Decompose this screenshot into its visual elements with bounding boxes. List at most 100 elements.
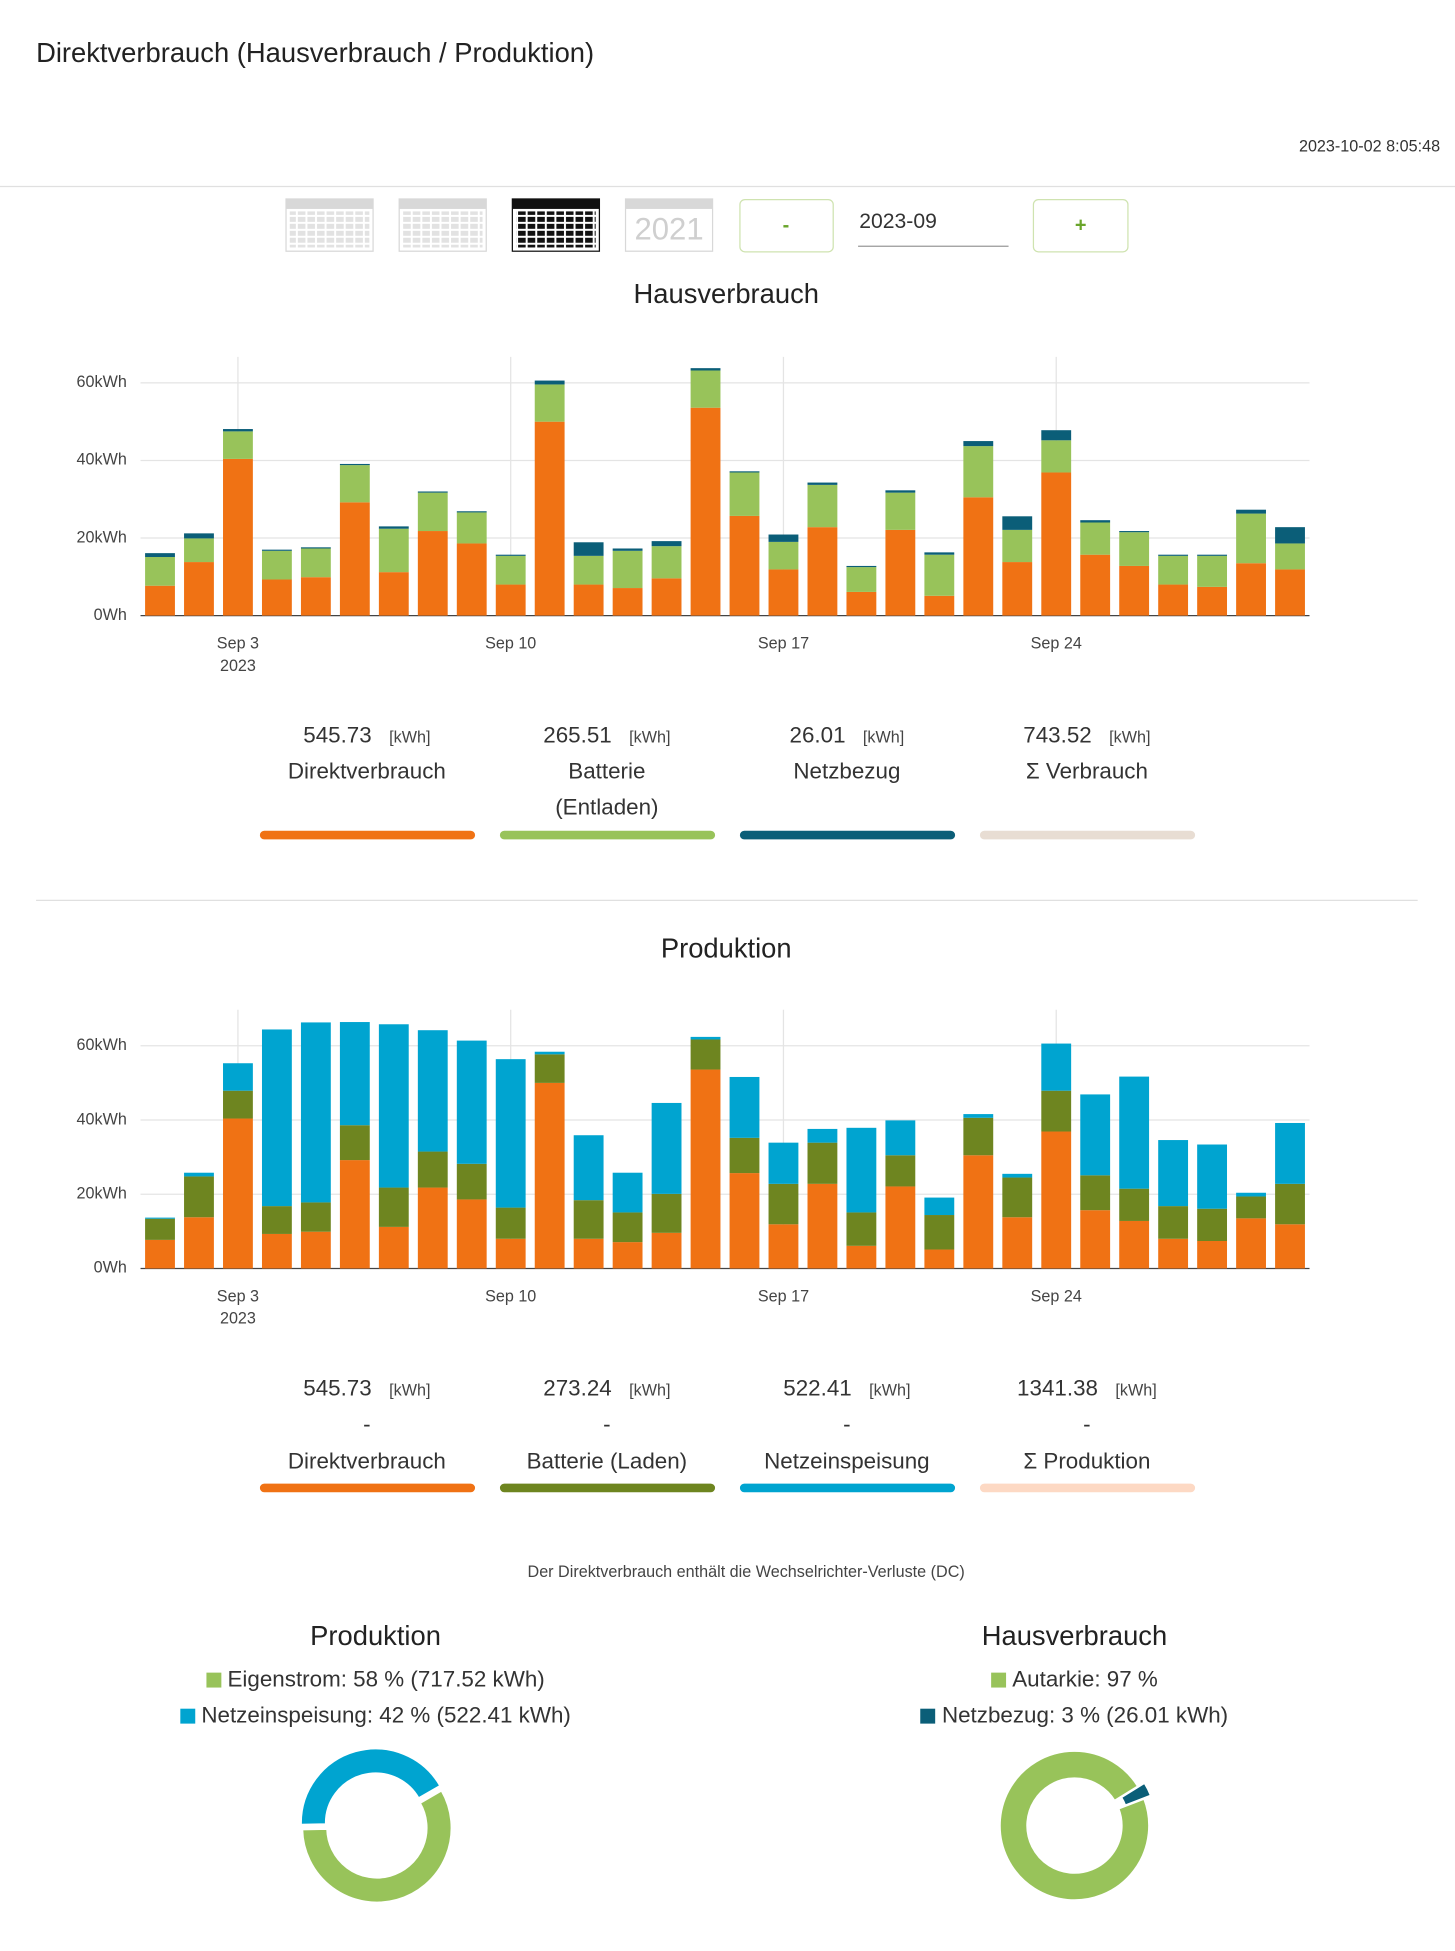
bar-segment <box>612 548 643 551</box>
bar-segment <box>1119 1188 1150 1221</box>
bar-segment <box>300 1022 331 1203</box>
summary-separator: - <box>603 1411 611 1437</box>
bar-segment <box>573 1200 604 1239</box>
x-tick-sublabel: 2023 <box>220 1310 256 1328</box>
bar-segment <box>1275 1183 1305 1225</box>
bar-segment <box>924 1215 955 1250</box>
summary-value: 545.73 <box>303 722 372 748</box>
bar-segment <box>261 550 292 580</box>
bar-segment <box>1236 509 1266 514</box>
summary-item: 26.01 [kWh] Netzbezug <box>739 715 955 844</box>
x-tick-label: Sep 24 <box>1031 634 1082 652</box>
bar-segment <box>846 1245 877 1269</box>
bar-segment <box>1236 1192 1266 1197</box>
bar-segment <box>651 1193 682 1233</box>
bar-segment <box>378 1226 409 1269</box>
bar-segment <box>1197 554 1228 556</box>
summary-unit: [kWh] <box>1115 1380 1157 1400</box>
bar-segment <box>261 1206 292 1234</box>
bar-segment <box>1002 1177 1033 1218</box>
bar-segment <box>924 595 955 616</box>
bar-segment <box>963 1155 994 1269</box>
bar-segment <box>261 549 292 551</box>
bar-segment <box>1002 516 1033 530</box>
summary-unit: [kWh] <box>389 727 431 747</box>
y-tick-label: 60kWh <box>77 373 127 391</box>
period-value: 2023-09 <box>859 210 937 233</box>
bar-segment <box>807 482 838 485</box>
bar-segment <box>1275 543 1305 570</box>
previous-button[interactable]: - <box>739 198 834 253</box>
bar-segment <box>261 1029 292 1207</box>
bar-segment <box>768 1142 799 1184</box>
x-tick-label: Sep 24 <box>1031 1287 1082 1305</box>
bar-segment <box>768 534 799 542</box>
week-view-icon[interactable] <box>398 198 487 252</box>
donut-segment <box>300 1747 442 1826</box>
bar-segment <box>184 1217 214 1269</box>
bar-segment <box>495 1059 526 1208</box>
bar-segment <box>456 1163 487 1200</box>
bar-segment <box>378 1024 409 1188</box>
day-view-icon[interactable] <box>285 198 374 252</box>
bar-segment <box>184 533 214 539</box>
bar-segment <box>339 463 370 466</box>
bar-segment <box>495 1238 526 1269</box>
bar-segment <box>1041 1131 1072 1269</box>
bar-segment <box>573 555 604 585</box>
month-view-icon[interactable] <box>511 198 601 252</box>
legend-swatch <box>180 1708 196 1724</box>
bar-segment <box>145 553 175 558</box>
bar-segment <box>261 579 292 616</box>
bar-segment <box>223 431 253 459</box>
bar-segment <box>1236 513 1266 564</box>
year-view-icon[interactable]: 2021 <box>624 198 714 252</box>
bar-segment <box>417 1030 448 1152</box>
legend-item: Netzeinspeisung: 42 % (522.41 kWh) <box>65 1700 687 1730</box>
summary-item: 545.73 [kWh] - Direktverbrauch <box>259 1368 475 1497</box>
bar-segment <box>612 1172 643 1213</box>
bar-segment <box>1119 531 1150 533</box>
bar-segment <box>223 458 253 616</box>
previous-label: - <box>783 215 790 237</box>
bar-segment <box>300 1231 331 1269</box>
x-tick-label: Sep 10 <box>485 634 536 652</box>
bar-segment <box>768 1183 799 1225</box>
summary-value: 26.01 <box>789 722 846 748</box>
bar-segment <box>145 585 175 616</box>
x-tick-label: Sep 10 <box>485 1287 536 1305</box>
bar-segment <box>963 1117 994 1156</box>
bar-segment <box>729 472 760 516</box>
bar-segment <box>1119 532 1150 566</box>
summary-color-bar <box>499 1483 715 1493</box>
bar-segment <box>1080 1094 1111 1176</box>
bar-segment <box>885 1120 916 1156</box>
next-button[interactable]: + <box>1032 198 1129 253</box>
summary-value: 522.41 <box>783 1375 852 1401</box>
bar-segment <box>378 528 409 573</box>
bar-segment <box>456 543 487 616</box>
legend-item: Autarkie: 97 % <box>764 1664 1386 1694</box>
bar-segment <box>456 1199 487 1269</box>
bar-segment <box>534 1082 565 1269</box>
x-tick-label: Sep 17 <box>758 1287 809 1305</box>
summary-value: 265.51 <box>543 722 612 748</box>
summary-value-line: 273.24 [kWh] <box>499 1374 714 1404</box>
bar-segment <box>651 578 682 616</box>
page-title: Direktverbrauch (Hausverbrauch / Produkt… <box>36 37 595 69</box>
bar-segment <box>885 490 916 493</box>
bar-segment <box>1236 1218 1266 1269</box>
donut-segment <box>1120 1781 1153 1807</box>
bar-segment <box>846 567 877 592</box>
bar-segment <box>184 1172 214 1177</box>
bar-segment <box>1158 584 1189 616</box>
bar-segment <box>885 1155 916 1187</box>
bar-segment <box>807 527 838 616</box>
bar-segment <box>729 1173 760 1269</box>
bar-segment <box>612 1212 643 1243</box>
period-input[interactable]: 2023-09 <box>858 210 1009 247</box>
legend-label: Netzbezug: 3 % (26.01 kWh) <box>941 1702 1229 1728</box>
bar-segment <box>534 380 565 385</box>
summary-color-bar <box>739 1483 955 1493</box>
